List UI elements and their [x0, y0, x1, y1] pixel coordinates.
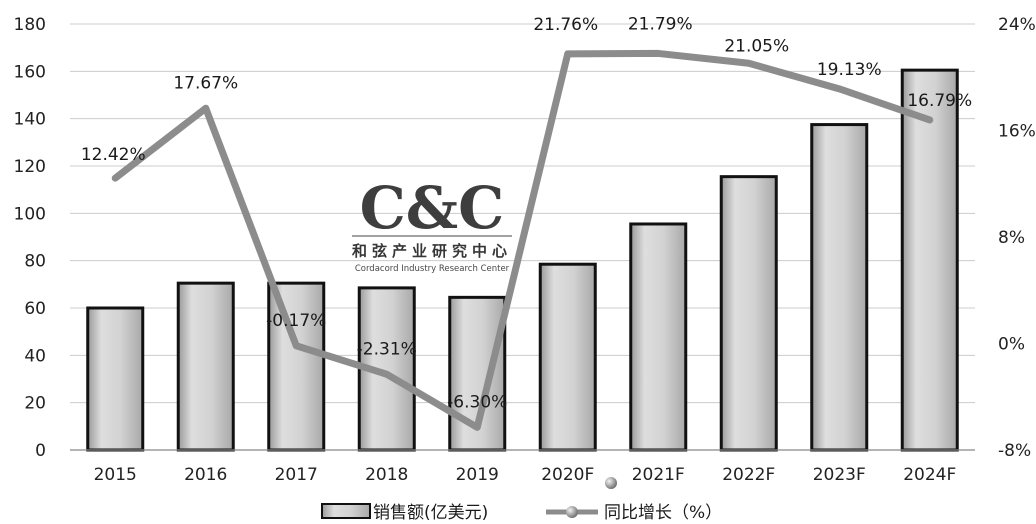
bar	[176, 281, 235, 452]
line-data-label: -2.31%	[357, 339, 417, 359]
watermark-logo-text: C&C	[360, 174, 505, 242]
legend-bar-label: 销售额(亿美元)	[373, 503, 488, 523]
line-data-label: -0.17%	[266, 311, 326, 331]
x-tick-label: 2023F	[813, 465, 866, 485]
left-tick-label: 140	[14, 110, 46, 130]
legend: 销售额(亿美元) 同比增长（%）	[321, 503, 722, 523]
left-tick-label: 80	[24, 252, 46, 272]
line-data-label: 16.79%	[907, 91, 972, 111]
left-tick-label: 180	[14, 15, 46, 35]
line-data-label: 21.05%	[724, 36, 789, 56]
right-axis-ticks: -8% 0% 8% 16% 24%	[998, 15, 1036, 461]
x-tick-label: 2017	[275, 465, 318, 485]
x-tick-label: 2024F	[903, 465, 956, 485]
left-tick-label: 120	[14, 157, 46, 177]
right-tick-label: 8%	[998, 228, 1025, 248]
line-data-label: 19.13%	[817, 60, 882, 80]
x-tick-label: 2015	[94, 465, 137, 485]
watermark-chinese: 和弦产业研究中心	[352, 242, 512, 260]
left-tick-label: 60	[24, 299, 46, 319]
line-series	[111, 49, 934, 431]
line-data-label: -6.30%	[447, 392, 507, 412]
line-data-label: 12.42%	[81, 145, 146, 165]
left-tick-label: 20	[24, 394, 46, 414]
legend-line-label: 同比增长（%）	[604, 503, 722, 523]
bar	[719, 175, 778, 452]
x-axis-ticks: 2015 2016 2017 2018 2019 2020F 2021F 2022F 2023F…	[94, 465, 957, 485]
x-tick-label: 2021F	[632, 465, 685, 485]
x-tick-label: 2019	[456, 465, 499, 485]
right-tick-label: -8%	[998, 441, 1031, 461]
bar-series	[86, 68, 959, 452]
watermark-english: Cordacord Industry Research Center	[355, 264, 510, 274]
bar	[86, 306, 145, 452]
left-axis-ticks: 0 20 40 60 80 100 120 140 160 180	[14, 15, 46, 461]
right-tick-label: 0%	[998, 335, 1025, 355]
bar	[629, 222, 688, 452]
x-tick-label: 2022F	[722, 465, 775, 485]
x-tick-label: 2016	[184, 465, 227, 485]
left-tick-label: 100	[14, 204, 46, 224]
bar	[900, 68, 959, 452]
line-data-labels: 12.42% 17.67% -0.17% -2.31% -6.30% 21.76% 21.7…	[81, 14, 972, 412]
left-tick-label: 160	[14, 62, 46, 82]
left-tick-label: 40	[24, 346, 46, 366]
growth-line	[111, 49, 934, 431]
right-tick-label: 24%	[998, 15, 1036, 35]
x-tick-label: 2018	[365, 465, 408, 485]
left-tick-label: 0	[35, 441, 46, 461]
x-tick-label: 2020F	[541, 465, 594, 485]
stray-marker-dot	[605, 477, 617, 489]
right-tick-label: 16%	[998, 122, 1036, 142]
line-data-label: 21.76%	[533, 15, 598, 35]
line-data-label: 17.67%	[173, 73, 238, 93]
bar	[267, 281, 326, 452]
legend-line-marker	[566, 506, 578, 518]
line-data-label: 21.79%	[628, 14, 693, 34]
bar	[810, 123, 869, 452]
bar	[538, 262, 597, 452]
legend-bar-swatch	[321, 503, 371, 519]
bar	[357, 286, 416, 452]
watermark-logo: C&C 和弦产业研究中心 Cordacord Industry Research…	[352, 174, 512, 274]
